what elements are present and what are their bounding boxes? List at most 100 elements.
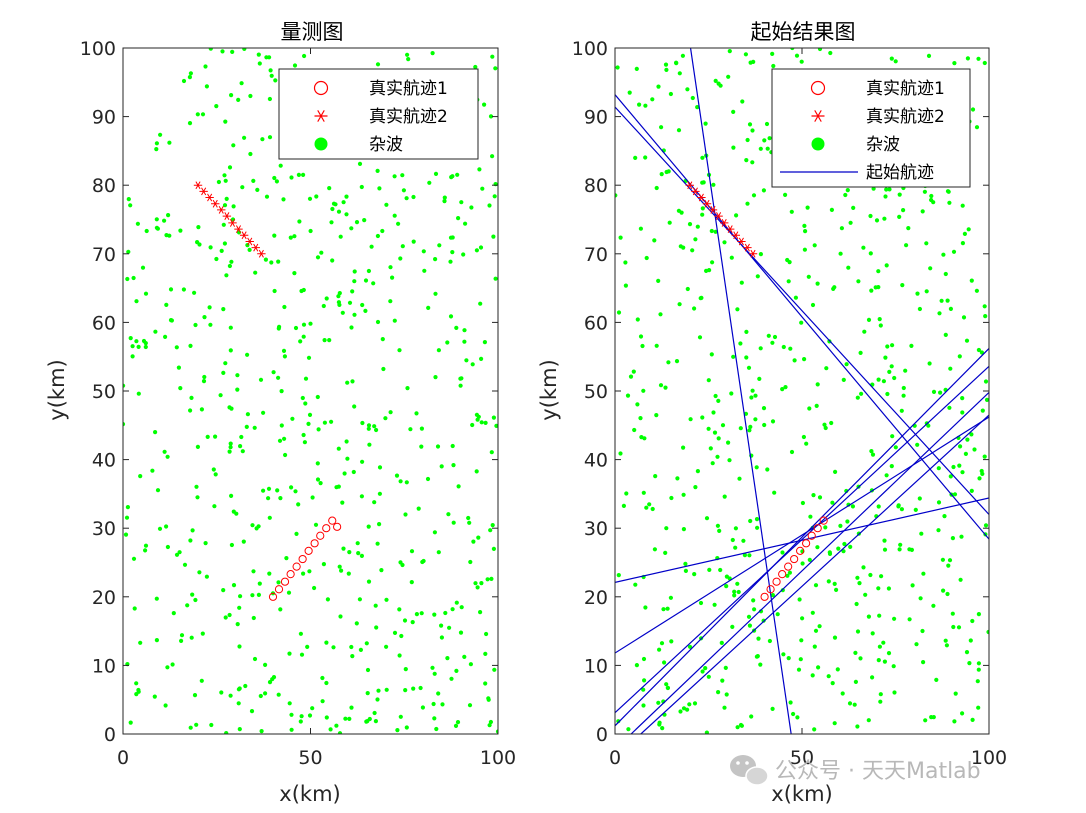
clutter-point [272,233,277,238]
clutter-point [907,617,912,622]
clutter-point [826,674,831,679]
clutter-point [700,212,705,217]
clutter-point [770,51,775,57]
clutter-point [167,140,172,145]
clutter-point [952,719,957,724]
clutter-point [354,220,360,225]
clutter-point [260,137,265,142]
clutter-point [216,179,221,185]
clutter-point [439,635,444,640]
clutter-point [449,676,454,681]
clutter-point [713,78,718,83]
clutter-point [433,171,439,176]
clutter-point [327,186,332,191]
clutter-point [343,716,348,721]
clutter-point [957,463,962,468]
clutter-point [315,461,320,466]
clutter-point [150,468,155,473]
clutter-point [884,187,889,192]
clutter-point [320,675,325,681]
clutter-point [692,701,698,706]
clutter-point [321,303,326,309]
clutter-point [644,255,649,261]
clutter-point [202,315,207,320]
clutter-point [650,97,655,102]
clutter-point [941,252,946,257]
track2-point [720,219,729,227]
clutter-point [731,145,736,150]
x-axis-label: x(km) [279,782,340,806]
clutter-point [204,84,209,89]
clutter-point [320,699,325,704]
clutter-point [485,577,490,582]
clutter-point [336,446,341,451]
clutter-point [199,407,204,412]
clutter-point [951,249,957,254]
clutter-point [125,505,130,510]
clutter-point [715,523,721,528]
panel-title: 起始结果图 [751,20,856,44]
clutter-point [643,605,648,610]
clutter-point [780,550,785,555]
clutter-point [761,406,767,411]
clutter-point [443,610,448,616]
clutter-point [411,239,416,244]
clutter-point [615,193,618,198]
wechat-icon [730,755,769,786]
clutter-point [282,354,287,359]
clutter-point [301,571,306,576]
clutter-point [856,279,861,284]
clutter-point [306,421,311,426]
clutter-point [715,454,720,459]
clutter-point [951,624,956,630]
clutter-point [811,493,816,498]
clutter-point [483,651,488,657]
clutter-point [324,296,329,301]
clutter-point [921,660,926,665]
clutter-point [164,524,169,529]
y-tick-label: 40 [92,450,116,472]
clutter-point [654,343,659,348]
clutter-point [946,189,951,194]
clutter-point [392,174,397,179]
clutter-point [841,377,846,382]
track2-point [205,193,214,202]
clutter-point [442,195,447,200]
clutter-point [468,662,473,667]
clutter-point [282,304,287,310]
clutter-point [128,336,133,341]
clutter-point [643,103,648,108]
clutter-point [853,679,859,685]
clutter-point [892,375,897,381]
clutter-point [706,674,711,679]
clutter-point [471,539,476,544]
clutter-point [650,506,655,512]
clutter-point [913,507,918,512]
clutter-point [654,185,659,191]
clutter-point [267,96,272,102]
clutter-point [475,417,480,422]
clutter-point [703,666,708,671]
clutter-point [616,310,622,315]
clutter-point [473,64,478,70]
clutter-point [154,147,159,152]
clutter-point [227,165,233,170]
clutter-point [123,383,126,388]
clutter-point [969,488,974,493]
y-tick-label: 90 [584,107,608,129]
plot-area: 0 50 100 0 10 20 30 40 50 60 70 80 90 100 [572,38,1007,769]
clutter-point [255,187,260,192]
clutter-point [815,281,820,286]
clutter-point [957,354,962,359]
clutter-point [889,56,894,61]
clutter-point [394,473,400,478]
clutter-point [251,569,256,574]
clutter-point [158,132,163,137]
clutter-point [746,365,752,370]
clutter-point [419,611,424,616]
clutter-point [688,417,693,422]
clutter-point [772,490,777,495]
y-tick-label: 0 [104,724,116,746]
clutter-point [414,612,419,617]
clutter-point [616,719,621,724]
